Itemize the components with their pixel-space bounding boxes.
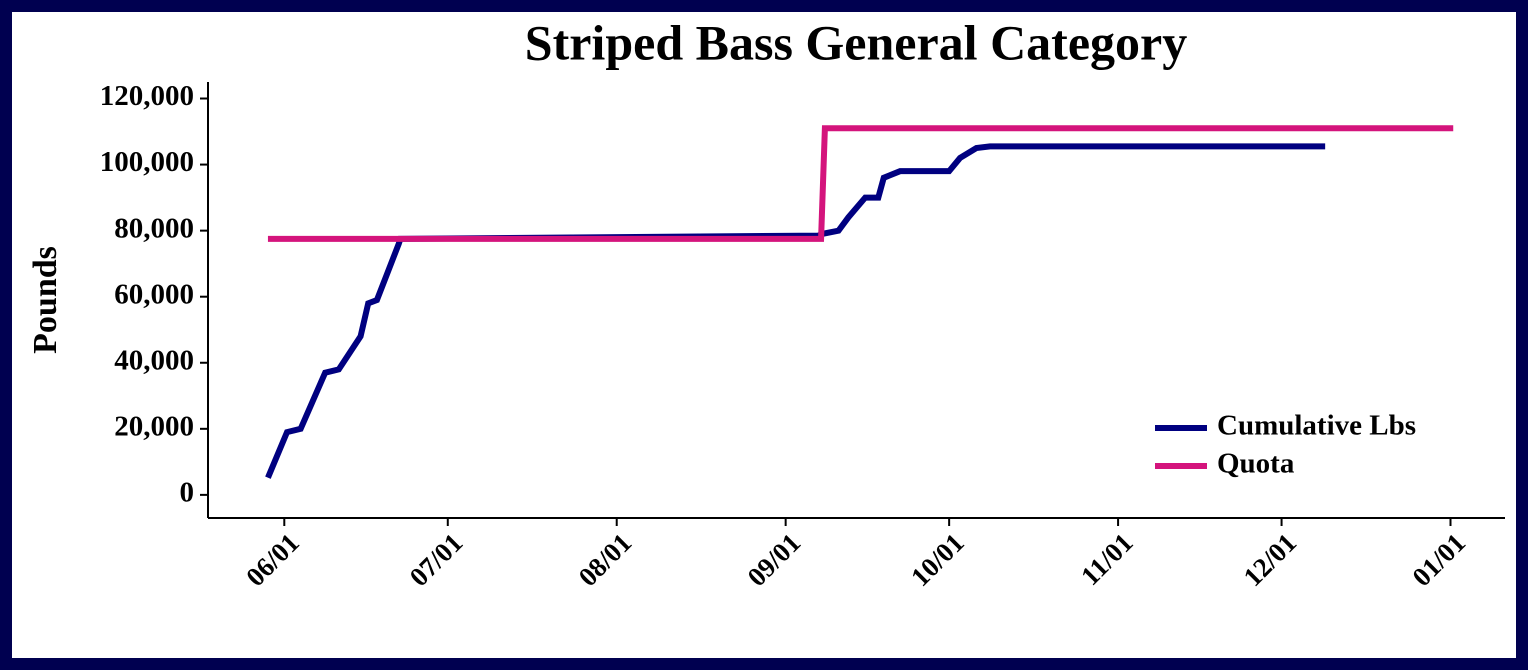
y-tick-label: 60,000 xyxy=(114,278,194,310)
series-line xyxy=(267,125,1454,242)
y-axis-label: Pounds xyxy=(27,246,64,354)
legend-label: Cumulative Lbs xyxy=(1217,410,1416,442)
y-tick-label: 120,000 xyxy=(100,80,194,112)
y-tick-label: 40,000 xyxy=(114,344,194,376)
y-tick-label: 0 xyxy=(180,477,195,509)
legend-label: Quota xyxy=(1217,448,1295,480)
y-tick-label: 80,000 xyxy=(114,212,194,244)
chart-title: Striped Bass General Category xyxy=(525,14,1187,70)
chart-background xyxy=(12,12,1516,658)
y-tick-label: 100,000 xyxy=(100,146,194,178)
y-tick-label: 20,000 xyxy=(114,410,194,442)
